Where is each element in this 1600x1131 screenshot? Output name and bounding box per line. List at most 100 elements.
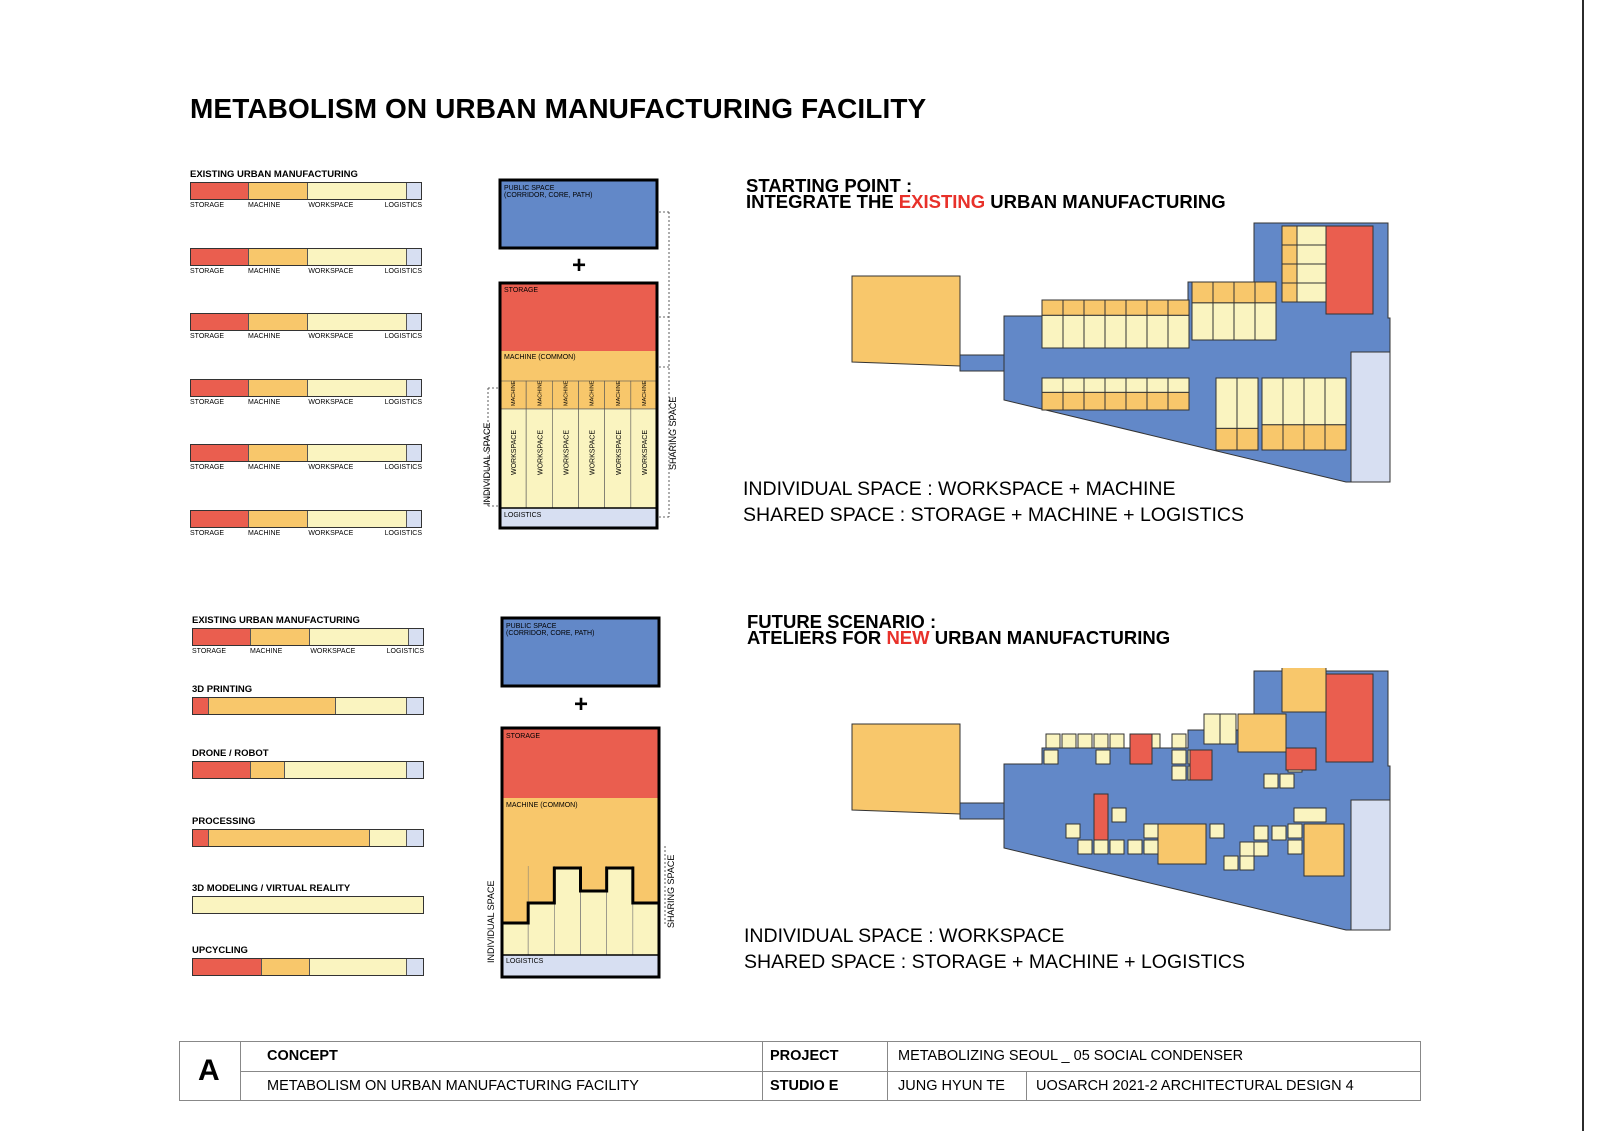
bar-segment-workspace (285, 762, 407, 778)
program-bar (192, 628, 424, 646)
bar-segment-storage (191, 183, 249, 199)
workspace-cell (554, 867, 581, 956)
program-bar (192, 761, 424, 779)
bar-segment-machine (248, 314, 309, 330)
future-scenario-heading: FUTURE SCENARIO : ATELIERS FOR NEW URBAN… (747, 612, 1170, 647)
project-label: PROJECT (770, 1048, 839, 1064)
workspace-cell (578, 408, 605, 509)
bar-segment-machine (248, 248, 309, 265)
divider (240, 1071, 1420, 1072)
machine-label: MACHINE (563, 380, 569, 406)
machine-label: MACHINE (511, 380, 517, 406)
concept-label: CONCEPT (267, 1048, 338, 1064)
individual-columns: MACHINE WORKSPACE MACHINE WORKSPACE MACHINE W… (499, 380, 658, 509)
workspace-label: WORKSPACE (616, 430, 623, 475)
public-space-block (500, 616, 661, 688)
workspace-cell (527, 902, 555, 956)
individual-space-note: INDIVIDUAL SPACE : WORKSPACE + MACHINE (743, 478, 1176, 500)
bar-segment-workspace (310, 959, 407, 975)
workspace-cell (1077, 733, 1093, 749)
lower-atelier-part-a (1236, 377, 1259, 429)
lower-atelier-part-b (1125, 391, 1148, 411)
tick-storage: STORAGE (190, 202, 225, 209)
atelier-cells (1043, 668, 1345, 877)
lower-atelier-part-a (1083, 377, 1106, 393)
lower-atelier-part-a (1041, 377, 1064, 393)
upper-atelier-part-b (1062, 314, 1085, 349)
workspace-cell (632, 902, 660, 956)
workspace-columns (501, 866, 660, 956)
machine-common-block (500, 351, 657, 381)
lower-atelier-part-b (1167, 391, 1190, 411)
storage-cell (1129, 733, 1153, 765)
upper-atelier-part-b (1167, 314, 1190, 349)
bar-segment-logistics (406, 830, 423, 846)
bar-segment-storage (191, 379, 249, 396)
tick-workspace: WORKSPACE (308, 267, 354, 275)
storage-block (500, 283, 657, 351)
logistics-label: LOGISTICS (506, 958, 544, 965)
workspace-cell (1253, 841, 1269, 857)
lower-atelier-part-b (1261, 424, 1284, 451)
bar-segment-storage (193, 629, 251, 645)
tick-logistics: LOGISTICS (384, 333, 422, 340)
lower-atelier-part-a (1104, 377, 1127, 393)
storage-cell (1285, 747, 1317, 771)
bar-segment-logistics (407, 248, 421, 265)
workspace-cell (1143, 839, 1159, 855)
upper-atelier-part-a (1191, 281, 1214, 304)
tick-workspace: WORKSPACE (308, 529, 354, 537)
program-bar (190, 444, 422, 462)
upper-atelier-part-b (1083, 314, 1106, 349)
workspace-cell (1287, 839, 1303, 855)
lower-atelier-part-b (1041, 391, 1064, 411)
tick-machine: MACHINE (248, 267, 281, 275)
bar-segment-workspace (193, 897, 423, 913)
bar-segment-storage (191, 248, 249, 265)
machine-common-label: MACHINE (COMMON) (504, 354, 576, 361)
lower-atelier-part-a (1125, 377, 1148, 393)
lower-atelier-part-b (1083, 391, 1106, 411)
bar-label: DRONE / ROBOT (192, 748, 269, 759)
tick-machine: MACHINE (248, 529, 281, 537)
lower-atelier-part-b (1215, 427, 1238, 451)
workspace-cell (1223, 855, 1239, 871)
program-bars: EXISTING URBAN MANUFACTURING STORAGE MACHI… (0, 0, 424, 976)
stack-diagram-future: PUBLIC SPACE (CORRIDOR, CORE, PATH) + ST… (486, 616, 676, 979)
workspace-cell (1109, 733, 1125, 749)
machine-label: MACHINE (642, 380, 648, 406)
upper-atelier-part-a (1212, 281, 1235, 304)
bar-segment-machine (209, 830, 371, 846)
tower-machine (1281, 225, 1298, 246)
tick-machine: MACHINE (248, 398, 281, 406)
upper-atelier-part-a (1062, 299, 1085, 316)
lower-atelier-part-b (1236, 427, 1259, 451)
bar-segment-workspace (308, 510, 408, 527)
workspace-cell (1287, 823, 1303, 839)
bar-segment-workspace (370, 830, 407, 846)
sharing-space-label: SHARING SPACE (666, 855, 676, 928)
lower-atelier-part-b (1062, 391, 1085, 411)
workspace-cell (1061, 733, 1077, 749)
upper-atelier-part-a (1041, 299, 1064, 316)
bar-label: EXISTING URBAN MANUFACTURING (192, 615, 360, 626)
concept-value: METABOLISM ON URBAN MANUFACTURING FACILI… (267, 1078, 639, 1094)
bar-segment-workspace (308, 248, 408, 265)
workspace-cell (525, 408, 553, 509)
bar-segment-machine (248, 510, 309, 527)
annex-block (851, 275, 961, 367)
upper-atelier-part-a (1167, 299, 1190, 316)
workspace-cell (1293, 807, 1327, 823)
upper-atelier-part-b (1212, 302, 1235, 341)
tick-machine: MACHINE (248, 333, 281, 340)
bar-label: UPCYCLING (192, 945, 248, 956)
storage-block (1325, 225, 1374, 315)
workspace-cell (1253, 825, 1269, 841)
logistics-label: LOGISTICS (504, 512, 542, 519)
logistics-strip (1350, 351, 1391, 483)
divider (1026, 1071, 1027, 1100)
shared-space-note: SHARED SPACE : STORAGE + MACHINE + LOGIS… (743, 504, 1244, 526)
workspace-cell (1109, 839, 1125, 855)
public-space-label: PUBLIC SPACE (506, 623, 557, 630)
bar-segment-workspace (335, 698, 407, 714)
